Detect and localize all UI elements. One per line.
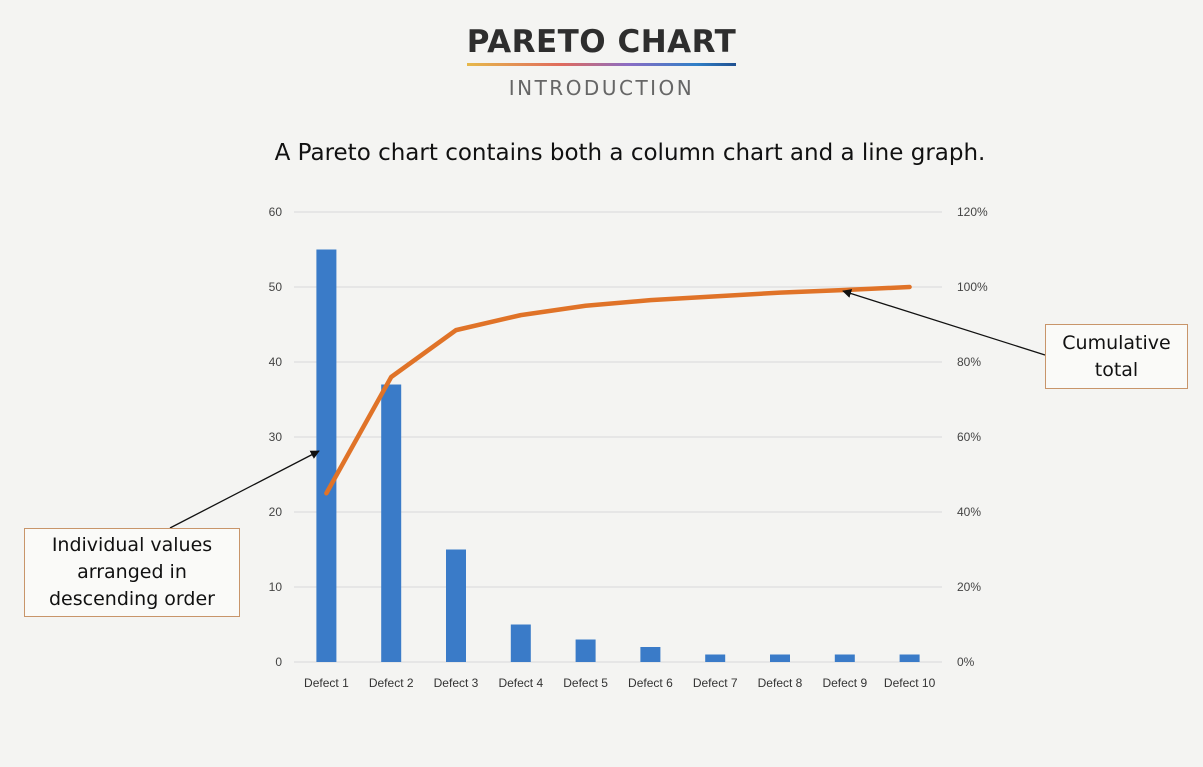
y-tick-label-right: 20% (957, 580, 981, 594)
y-tick-label-left: 40 (269, 355, 283, 369)
arrow-to-bars (169, 450, 320, 529)
bars (316, 249, 920, 662)
x-tick-label: Defect 3 (434, 676, 479, 690)
cumulative-line-layer (324, 284, 912, 496)
cumulative-line (324, 284, 912, 496)
y-tick-label-right: 100% (957, 280, 988, 294)
y-tick-label-right: 40% (957, 505, 981, 519)
x-tick-label: Defect 9 (822, 676, 867, 690)
grid-lines (294, 211, 942, 663)
bar (381, 384, 402, 662)
bar (834, 654, 855, 662)
bar (446, 549, 466, 662)
bar (705, 654, 726, 662)
y-tick-label-left: 20 (269, 505, 283, 519)
callout-cumulative-text: Cumulative total (1062, 331, 1171, 381)
y-tick-label-left: 60 (269, 205, 283, 219)
callout-individual-text: Individual values arranged in descending… (49, 534, 215, 610)
y-tick-label-right: 60% (957, 430, 981, 444)
x-tick-label: Defect 1 (304, 676, 349, 690)
y-tick-label-right: 0% (957, 655, 975, 669)
bar (316, 249, 337, 662)
x-tick-label: Defect 6 (628, 676, 673, 690)
x-tick-label: Defect 7 (693, 676, 738, 690)
callout-arrows (169, 289, 1046, 529)
x-tick-label: Defect 5 (563, 676, 608, 690)
y-tick-label-left: 30 (269, 430, 283, 444)
caption: A Pareto chart contains both a column ch… (274, 140, 986, 166)
bar (640, 647, 661, 662)
page-subtitle: INTRODUCTION (508, 76, 695, 100)
header: PARETO CHART INTRODUCTION (0, 24, 1203, 100)
y-tick-label-right: 80% (957, 355, 981, 369)
bar (575, 639, 596, 662)
arrow-to-line (842, 289, 1046, 356)
y-tick-label-left: 10 (269, 580, 283, 594)
bar (899, 654, 920, 662)
axis-labels: 0 0% 10 20% 20 40% 30 60% 40 80% 50 100% 60 120% Defec… (269, 205, 988, 690)
bar (770, 654, 790, 662)
y-tick-label-left: 0 (275, 655, 282, 669)
page-title: PARETO CHART (466, 24, 737, 66)
callout-cumulative-total: Cumulative total (1045, 324, 1188, 389)
x-tick-label: Defect 4 (498, 676, 543, 690)
x-tick-label: Defect 8 (758, 676, 803, 690)
y-tick-label-right: 120% (957, 205, 988, 219)
x-tick-label: Defect 2 (369, 676, 414, 690)
x-tick-label: Defect 10 (884, 676, 936, 690)
callout-individual-values: Individual values arranged in descending… (24, 528, 240, 617)
y-tick-label-left: 50 (269, 280, 283, 294)
bar (510, 624, 531, 662)
